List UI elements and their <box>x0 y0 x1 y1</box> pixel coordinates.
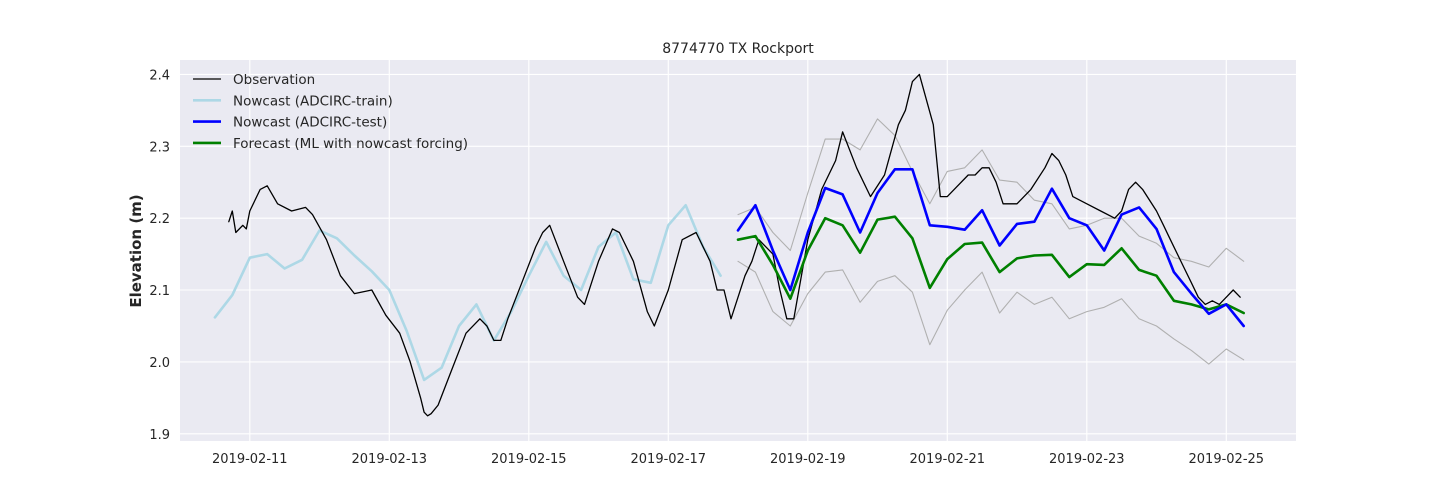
y-tick-label: 2.0 <box>149 356 170 371</box>
legend-label-nowcast-adcirc-test: Nowcast (ADCIRC-test) <box>233 115 387 131</box>
series-line-nowcast-adcirc-test <box>736 168 1245 328</box>
x-tick-label: 2019-02-21 <box>910 452 986 467</box>
series-line-forecast-ml-with-nowcast-forcing <box>736 215 1245 315</box>
legend-label-forecast-ml-with-nowcast-forcing: Forecast (ML with nowcast forcing) <box>233 136 468 152</box>
series-line-nowcast-adcirc-train <box>213 203 722 382</box>
x-tick-label: 2019-02-23 <box>1049 452 1125 467</box>
x-tick-label: 2019-02-17 <box>631 452 707 467</box>
series-layer <box>213 73 1245 417</box>
plot-background <box>180 60 1296 441</box>
y-tick-label: 2.4 <box>149 68 170 83</box>
legend-label-observation: Observation <box>233 72 315 88</box>
y-axis: 1.9 2.0 2.1 2.2 2.3 2.4 <box>149 68 170 442</box>
x-tick-label: 2019-02-25 <box>1189 452 1265 467</box>
legend-label-nowcast-adcirc-train: Nowcast (ADCIRC-train) <box>233 93 393 109</box>
series-line-envelope-4 <box>737 118 1245 268</box>
x-tick-label: 2019-02-13 <box>352 452 428 467</box>
y-axis-title: Elevation (m) <box>127 194 145 307</box>
y-tick-label: 2.3 <box>149 140 170 155</box>
y-tick-label: 2.1 <box>149 284 170 299</box>
x-axis: 2019-02-11 2019-02-13 2019-02-15 2019-02-17… <box>212 452 1264 467</box>
chart-title: 8774770 TX Rockport <box>662 41 814 57</box>
series-line-observation <box>228 73 1241 417</box>
grid <box>180 60 1296 441</box>
legend: Observation Nowcast (ADCIRC-train) Nowcast… <box>193 72 468 152</box>
x-tick-label: 2019-02-15 <box>491 452 567 467</box>
series-line-envelope-5 <box>737 260 1245 365</box>
x-tick-label: 2019-02-19 <box>770 452 846 467</box>
y-tick-label: 2.2 <box>149 212 170 227</box>
y-tick-label: 1.9 <box>149 428 170 443</box>
x-tick-label: 2019-02-11 <box>212 452 288 467</box>
